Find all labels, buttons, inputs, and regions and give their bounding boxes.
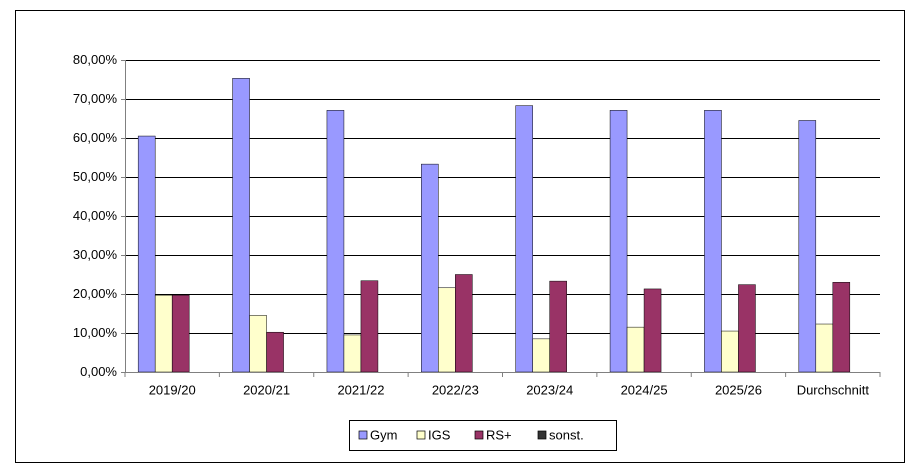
legend-label: RS+ — [486, 427, 512, 442]
bar — [171, 294, 190, 373]
legend-label: IGS — [428, 427, 451, 442]
chart-border — [15, 10, 905, 463]
bar — [360, 280, 379, 373]
bar — [609, 110, 628, 373]
y-tick-label: 60,00% — [73, 130, 118, 145]
bar — [798, 120, 817, 373]
x-tick-label: 2020/21 — [243, 382, 290, 397]
y-tick-label: 10,00% — [73, 325, 118, 340]
bar — [343, 334, 362, 373]
y-tick-label: 70,00% — [73, 91, 118, 106]
x-tick-label: 2021/22 — [337, 382, 384, 397]
bar — [326, 110, 345, 373]
bar — [815, 323, 834, 373]
y-tick-label: 30,00% — [73, 247, 118, 262]
bar — [721, 330, 739, 373]
x-tick-label: 2025/26 — [715, 382, 762, 397]
x-tick-label: 2019/20 — [149, 382, 196, 397]
bar — [421, 163, 439, 373]
x-tick-label: 2024/25 — [621, 382, 668, 397]
bar — [549, 280, 567, 373]
bar — [249, 315, 267, 373]
bar — [455, 274, 473, 373]
legend-marker — [416, 430, 426, 440]
y-tick-label: 80,00% — [73, 52, 118, 67]
bar — [232, 78, 250, 373]
bar — [832, 282, 851, 373]
bar — [738, 284, 756, 373]
y-tick-label: 40,00% — [73, 208, 118, 223]
bar — [643, 288, 662, 373]
legend-marker — [358, 430, 368, 440]
legend-marker — [474, 430, 484, 440]
legend-label: sonst. — [549, 427, 584, 442]
y-tick-label: 20,00% — [73, 286, 118, 301]
bar — [137, 135, 156, 373]
bar — [154, 294, 173, 373]
bar — [532, 338, 550, 373]
bar — [704, 110, 722, 373]
bar — [438, 287, 456, 373]
x-tick-label: 2022/23 — [432, 382, 479, 397]
bar — [515, 105, 533, 373]
legend-marker — [537, 430, 547, 440]
y-tick-label: 50,00% — [73, 169, 118, 184]
x-tick-label: Durchschnitt — [797, 382, 870, 397]
bar — [626, 326, 645, 373]
legend-label: Gym — [370, 427, 397, 442]
x-tick-label: 2023/24 — [526, 382, 573, 397]
y-tick-label: 0,00% — [80, 364, 117, 379]
bar — [266, 331, 284, 373]
